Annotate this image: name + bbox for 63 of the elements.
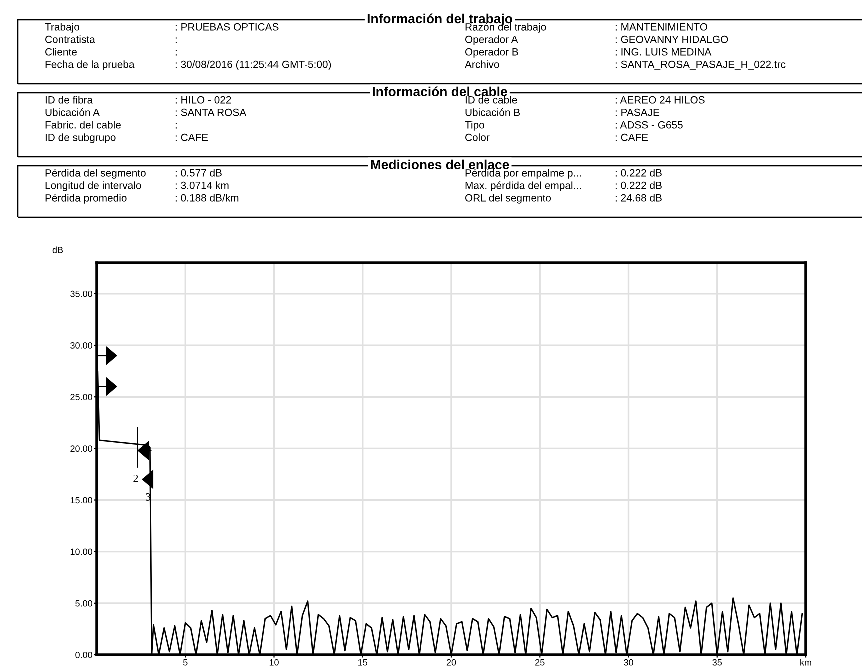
text: Archivo bbox=[465, 60, 500, 68]
text: : bbox=[176, 50, 177, 56]
text: Color bbox=[466, 134, 490, 142]
text: : 0.577 dB bbox=[176, 169, 222, 177]
text: Fabric. del cable bbox=[46, 121, 121, 129]
text: Fecha de la prueba bbox=[46, 60, 135, 70]
x-tick-label: 25 bbox=[536, 659, 545, 666]
text: Pérdida promedio bbox=[46, 194, 127, 204]
x-tick-label: km bbox=[800, 659, 812, 666]
text: Mediciones del enlace bbox=[371, 160, 510, 170]
text: : bbox=[176, 123, 177, 129]
text: : ADSS - G655 bbox=[616, 121, 683, 129]
text: : 3.0714 km bbox=[176, 182, 229, 190]
y-tick-label: 25.00 bbox=[70, 394, 92, 400]
text: : 0.188 dB/km bbox=[176, 194, 239, 202]
y-tick-label: 5.00 bbox=[76, 600, 92, 607]
x-tick-label: 5 bbox=[183, 660, 188, 666]
text: Longitud de intervalo bbox=[46, 182, 142, 192]
text: : bbox=[176, 38, 177, 44]
text: Pérdida por empalme p... bbox=[466, 169, 582, 179]
text: Tipo bbox=[465, 121, 484, 131]
text: Ubicación A bbox=[46, 108, 100, 116]
text: : SANTA ROSA bbox=[176, 108, 247, 116]
text: Información del cable bbox=[373, 86, 508, 97]
text: Trabajo bbox=[45, 23, 80, 33]
text: : 24.68 dB bbox=[616, 194, 662, 202]
text: : CAFE bbox=[176, 134, 208, 142]
text: : ING. LUIS MEDINA bbox=[616, 48, 712, 56]
x-tick-label: 10 bbox=[270, 659, 279, 666]
text: Pérdida del segmento bbox=[46, 169, 146, 179]
y-axis-title: dB bbox=[52, 246, 64, 254]
y-tick-label: 15.00 bbox=[70, 497, 92, 504]
y-tick-label: 10.00 bbox=[70, 548, 92, 556]
x-tick-label: 20 bbox=[446, 659, 456, 666]
text: : HILO - 022 bbox=[176, 96, 232, 104]
text: Ubicación B bbox=[466, 108, 520, 116]
text: : PASAJE bbox=[616, 108, 660, 116]
text: : 0.222 dB bbox=[616, 182, 662, 190]
y-tick-label: 20.00 bbox=[70, 446, 92, 452]
y-tick-label: 30.00 bbox=[70, 342, 92, 349]
text: ID de subgrupo bbox=[46, 134, 116, 144]
y-tick-label: 0.00 bbox=[76, 652, 92, 658]
text: ID de cable bbox=[466, 96, 518, 104]
x-tick-label: 30 bbox=[624, 659, 634, 666]
text: Cliente bbox=[46, 48, 77, 56]
text: : 0.222 dB bbox=[616, 169, 662, 177]
text: : SANTA_ROSA_PASAJE_H_022.trc bbox=[616, 60, 786, 70]
y-tick-label: 35.00 bbox=[70, 290, 92, 298]
text: : AEREO 24 HILOS bbox=[616, 96, 705, 104]
text: Operador B bbox=[465, 48, 518, 58]
text: : 30/08/2016 (11:25:44 GMT-5:00) bbox=[176, 60, 332, 70]
text: : PRUEBAS OPTICAS bbox=[176, 23, 279, 31]
text: Contratista bbox=[46, 36, 96, 44]
text: Max. pérdida del empal... bbox=[466, 182, 582, 192]
text: ORL del segmento bbox=[465, 194, 552, 204]
text: Operador A bbox=[465, 36, 518, 46]
text: : MANTENIMIENTO bbox=[616, 23, 708, 31]
text: : CAFE bbox=[616, 134, 648, 142]
x-tick-label: 35 bbox=[712, 659, 722, 666]
annotation: 2 bbox=[134, 474, 138, 482]
text: ID de fibra bbox=[46, 96, 94, 104]
x-tick-label: 15 bbox=[358, 660, 368, 666]
text: : GEOVANNY HIDALGO bbox=[616, 36, 728, 44]
